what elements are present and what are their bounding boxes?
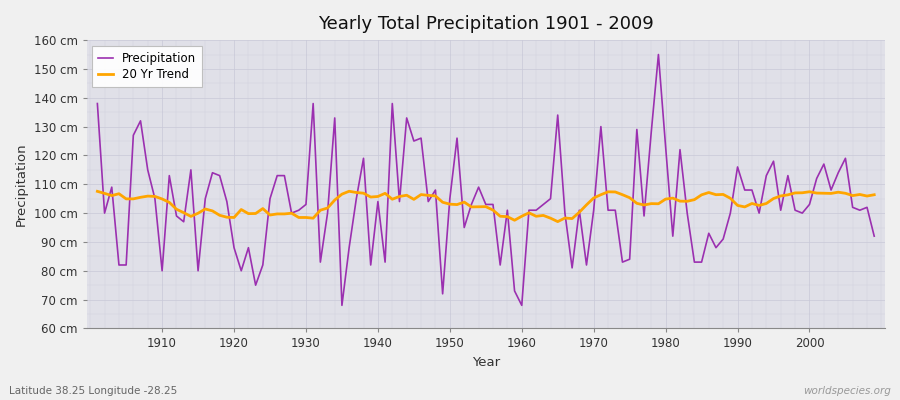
Text: worldspecies.org: worldspecies.org [803,386,891,396]
Text: Latitude 38.25 Longitude -28.25: Latitude 38.25 Longitude -28.25 [9,386,177,396]
20 Yr Trend [344,189,355,194]
Legend: Precipitation, 20 Yr Trend: Precipitation, 20 Yr Trend [93,46,202,87]
Precipitation [610,208,621,213]
20 Yr Trend [524,210,535,215]
Precipitation [358,156,369,161]
Title: Yearly Total Precipitation 1901 - 2009: Yearly Total Precipitation 1901 - 2009 [318,15,653,33]
X-axis label: Year: Year [472,356,500,369]
Precipitation [653,52,664,57]
20 Yr Trend [308,216,319,220]
Line: 20 Yr Trend: 20 Yr Trend [97,191,874,222]
Precipitation [868,234,879,238]
Precipitation [149,196,160,201]
Line: Precipitation: Precipitation [97,54,874,305]
Precipitation [517,303,527,308]
20 Yr Trend [517,214,527,219]
Precipitation [337,303,347,308]
20 Yr Trend [553,219,563,224]
20 Yr Trend [358,191,369,196]
20 Yr Trend [617,192,628,197]
Y-axis label: Precipitation: Precipitation [15,142,28,226]
20 Yr Trend [868,192,879,197]
Precipitation [92,101,103,106]
20 Yr Trend [92,189,103,194]
Precipitation [308,101,319,106]
Precipitation [524,208,535,213]
20 Yr Trend [149,194,160,199]
